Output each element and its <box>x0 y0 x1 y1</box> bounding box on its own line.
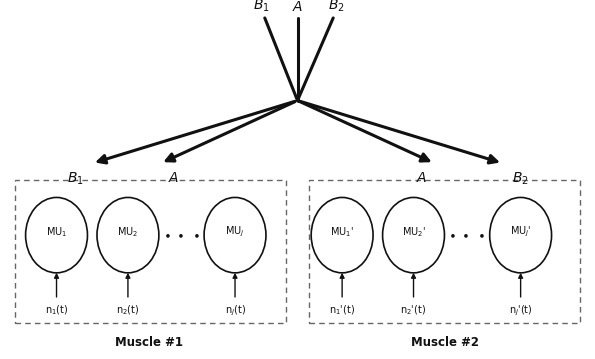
Text: $B_1$: $B_1$ <box>253 0 270 14</box>
Text: n$_2$'(t): n$_2$'(t) <box>400 303 427 317</box>
Bar <box>15 180 286 323</box>
Ellipse shape <box>311 197 373 273</box>
Text: n$_j$'(t): n$_j$'(t) <box>509 303 533 318</box>
Text: $A$: $A$ <box>416 171 427 185</box>
Text: MU$_1$': MU$_1$' <box>330 225 354 239</box>
Text: n$_1$(t): n$_1$(t) <box>45 303 68 317</box>
Text: n$_j$(t): n$_j$(t) <box>224 303 246 318</box>
Text: $A$: $A$ <box>292 0 303 14</box>
Ellipse shape <box>97 197 159 273</box>
Text: $\bullet\;\bullet\;\bullet$: $\bullet\;\bullet\;\bullet$ <box>449 229 486 242</box>
Text: MU$_j$: MU$_j$ <box>226 225 245 239</box>
Text: $A$: $A$ <box>168 171 179 185</box>
Bar <box>309 180 580 323</box>
Text: n$_2$(t): n$_2$(t) <box>116 303 140 317</box>
Text: MU$_2$: MU$_2$ <box>117 225 139 239</box>
Text: MU$_j$': MU$_j$' <box>510 225 531 239</box>
Text: $B_2$: $B_2$ <box>328 0 345 14</box>
Text: $\bullet\;\bullet\;\bullet$: $\bullet\;\bullet\;\bullet$ <box>163 229 200 242</box>
Ellipse shape <box>490 197 552 273</box>
Ellipse shape <box>383 197 444 273</box>
Text: MU$_1$: MU$_1$ <box>46 225 67 239</box>
Text: n$_1$'(t): n$_1$'(t) <box>329 303 355 317</box>
Text: Muscle #1: Muscle #1 <box>115 336 183 349</box>
Ellipse shape <box>204 197 266 273</box>
Text: $B_2$: $B_2$ <box>512 171 528 187</box>
Text: MU$_2$': MU$_2$' <box>402 225 425 239</box>
Ellipse shape <box>26 197 87 273</box>
Text: $B_1$: $B_1$ <box>67 171 83 187</box>
Text: Muscle #2: Muscle #2 <box>411 336 479 349</box>
